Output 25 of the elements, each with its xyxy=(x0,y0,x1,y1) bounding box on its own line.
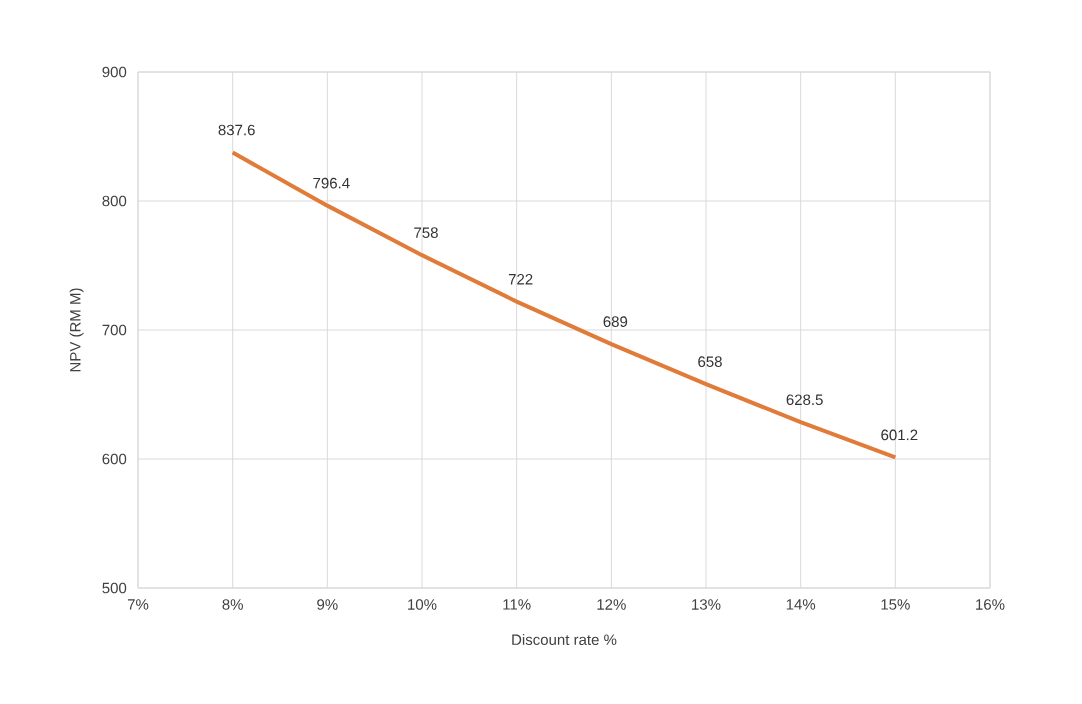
data-label: 601.2 xyxy=(881,429,918,441)
y-axis-title: NPV (RM M) xyxy=(69,288,84,372)
y-tick-label: 800 xyxy=(102,195,127,207)
x-tick-label: 15% xyxy=(881,599,910,610)
x-tick-label: 10% xyxy=(408,599,437,610)
data-label: 658 xyxy=(698,356,722,367)
x-tick-label: 12% xyxy=(597,599,626,610)
data-label: 628.5 xyxy=(786,394,823,406)
data-label: 689 xyxy=(603,316,628,327)
y-tick-label: 600 xyxy=(102,453,127,465)
x-tick-label: 11% xyxy=(503,599,531,610)
y-tick-label: 700 xyxy=(102,324,127,336)
x-tick-label: 8% xyxy=(222,599,243,610)
x-tick-label: 9% xyxy=(317,599,338,610)
x-tick-label: 16% xyxy=(976,599,1005,610)
x-tick-label: 14% xyxy=(786,599,816,610)
data-label: 758 xyxy=(414,227,438,238)
y-tick-label: 900 xyxy=(102,66,127,78)
data-label: 722 xyxy=(508,273,533,285)
data-label: 837.6 xyxy=(218,124,255,136)
data-label: 796.4 xyxy=(313,177,350,189)
x-tick-label: 7% xyxy=(127,599,149,610)
x-tick-label: 13% xyxy=(692,599,721,610)
y-tick-label: 500 xyxy=(102,582,127,594)
x-axis-title: Discount rate % xyxy=(512,634,617,646)
